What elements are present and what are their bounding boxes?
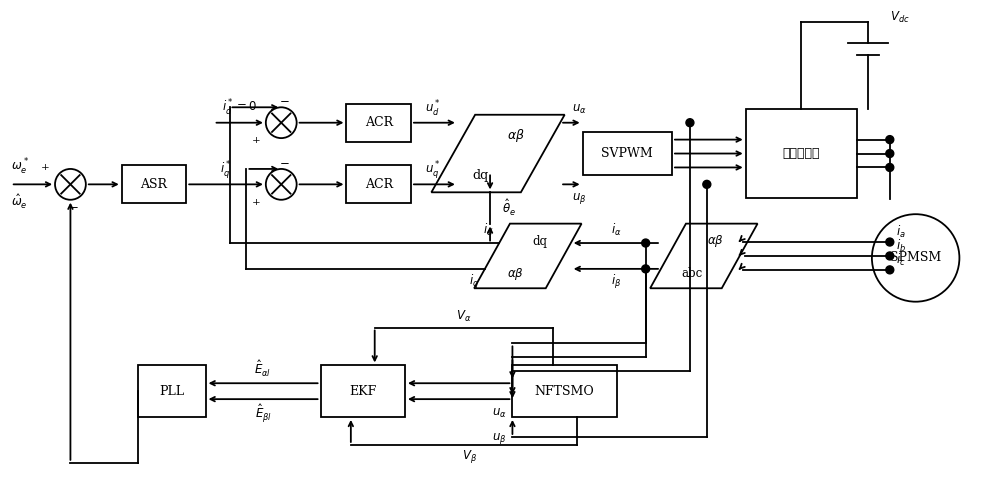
Text: $V_{dc}$: $V_{dc}$	[890, 10, 909, 25]
Text: $\alpha\beta$: $\alpha\beta$	[707, 233, 724, 249]
Text: PLL: PLL	[159, 385, 184, 398]
Circle shape	[886, 136, 894, 144]
Text: $\alpha\beta$: $\alpha\beta$	[507, 127, 525, 144]
Polygon shape	[474, 224, 582, 288]
Circle shape	[686, 119, 694, 126]
Text: $i_q^*$: $i_q^*$	[220, 160, 232, 181]
Text: 三相逆变器: 三相逆变器	[783, 147, 820, 160]
Circle shape	[642, 265, 650, 273]
Text: $i_d^*=0$: $i_d^*=0$	[222, 98, 257, 118]
Circle shape	[886, 164, 894, 171]
Circle shape	[55, 169, 86, 200]
Text: ACR: ACR	[365, 116, 393, 129]
Text: dq: dq	[532, 235, 547, 247]
Text: $\hat{\theta}_e$: $\hat{\theta}_e$	[502, 198, 516, 218]
Text: $\alpha\beta$: $\alpha\beta$	[507, 266, 524, 282]
Text: $u_\beta$: $u_\beta$	[572, 191, 587, 206]
Text: +: +	[41, 163, 50, 172]
Circle shape	[703, 180, 711, 188]
Polygon shape	[650, 224, 758, 288]
FancyBboxPatch shape	[346, 104, 411, 142]
Circle shape	[886, 150, 894, 158]
Text: $i_c$: $i_c$	[896, 252, 905, 268]
Circle shape	[886, 266, 894, 274]
Text: SPMSM: SPMSM	[890, 251, 941, 264]
Circle shape	[266, 169, 297, 200]
FancyBboxPatch shape	[138, 366, 206, 417]
Text: SVPWM: SVPWM	[601, 147, 653, 160]
Text: ASR: ASR	[140, 178, 167, 191]
Text: NFTSMO: NFTSMO	[535, 385, 595, 398]
Text: ACR: ACR	[365, 178, 393, 191]
Text: +: +	[252, 198, 261, 207]
Text: $u_q^*$: $u_q^*$	[425, 160, 441, 181]
Text: $\hat{E}_{\alpha l}$: $\hat{E}_{\alpha l}$	[254, 359, 272, 379]
Text: $u_\beta$: $u_\beta$	[492, 431, 506, 447]
Text: dq: dq	[472, 169, 488, 182]
Circle shape	[886, 252, 894, 260]
Text: $\hat{E}_{\beta l}$: $\hat{E}_{\beta l}$	[255, 402, 272, 424]
Text: $i_a$: $i_a$	[896, 224, 906, 240]
Text: $\hat{\omega}_e$: $\hat{\omega}_e$	[11, 193, 27, 211]
Text: abc: abc	[681, 267, 703, 281]
Circle shape	[886, 238, 894, 246]
Circle shape	[266, 107, 297, 138]
FancyBboxPatch shape	[346, 165, 411, 203]
Text: $i_\alpha$: $i_\alpha$	[611, 222, 621, 238]
Text: $\omega_e^*$: $\omega_e^*$	[11, 158, 29, 177]
FancyBboxPatch shape	[321, 366, 405, 417]
Text: $i_\beta$: $i_\beta$	[611, 273, 621, 291]
Text: $V_\alpha$: $V_\alpha$	[456, 309, 471, 324]
Polygon shape	[431, 115, 565, 192]
Text: −: −	[68, 200, 78, 213]
Text: $V_\beta$: $V_\beta$	[462, 449, 477, 465]
FancyBboxPatch shape	[122, 165, 186, 203]
Text: −: −	[279, 156, 289, 169]
Text: $i_b$: $i_b$	[896, 238, 906, 254]
FancyBboxPatch shape	[746, 109, 857, 198]
FancyBboxPatch shape	[583, 132, 672, 175]
Text: EKF: EKF	[349, 385, 376, 398]
Text: $u_\alpha$: $u_\alpha$	[572, 103, 587, 116]
Text: $u_d^*$: $u_d^*$	[425, 99, 441, 119]
Text: $i_q$: $i_q$	[469, 273, 479, 291]
Text: $i_d$: $i_d$	[483, 222, 493, 238]
Text: −: −	[279, 94, 289, 107]
Circle shape	[642, 239, 650, 247]
Text: $u_\alpha$: $u_\alpha$	[492, 407, 506, 419]
Text: +: +	[252, 136, 261, 145]
FancyBboxPatch shape	[512, 366, 617, 417]
Circle shape	[872, 214, 959, 302]
